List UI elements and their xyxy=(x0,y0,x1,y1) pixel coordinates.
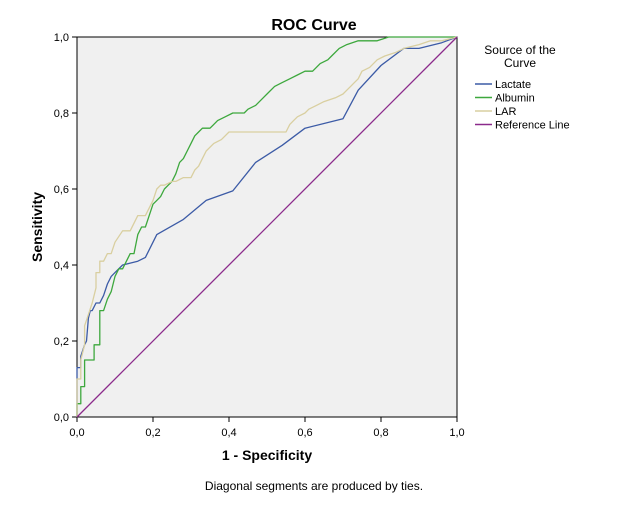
x-axis-title: 1 - Specificity xyxy=(222,447,312,463)
x-tick-label: 0,4 xyxy=(221,427,236,439)
legend-label: Albumin xyxy=(495,93,535,105)
footnote: Diagonal segments are produced by ties. xyxy=(205,479,423,493)
x-tick-label: 0,2 xyxy=(145,427,160,439)
axis-tick-labels: 0,0 0,2 0,4 0,6 0,8 1,0 0,0 0,2 0,4 0,6 0,8 1,0 xyxy=(54,32,465,439)
y-tick-label: 0,0 xyxy=(54,412,69,424)
series-line-reference-line xyxy=(76,36,458,418)
y-tick-label: 0,2 xyxy=(54,336,69,348)
y-tick-label: 0,6 xyxy=(54,184,69,196)
legend-title-line-1: Source of the xyxy=(484,43,556,57)
y-tick-label: 0,4 xyxy=(54,260,69,272)
y-tick-label: 0,8 xyxy=(54,108,69,120)
axis-ticks xyxy=(72,36,458,422)
y-axis-title: Sensitivity xyxy=(29,192,45,262)
x-tick-label: 0,8 xyxy=(373,427,388,439)
x-tick-label: 1,0 xyxy=(449,427,464,439)
chart-title: ROC Curve xyxy=(271,17,356,34)
legend-label: Reference Line xyxy=(495,120,570,132)
legend-title-line-2: Curve xyxy=(504,56,536,70)
series-line-lar xyxy=(76,36,458,417)
x-tick-label: 0,6 xyxy=(297,427,312,439)
legend-label: Lactate xyxy=(495,79,531,91)
series-line-albumin xyxy=(76,36,457,417)
x-tick-label: 0,0 xyxy=(69,427,84,439)
y-tick-label: 1,0 xyxy=(54,32,69,44)
series-layer xyxy=(76,36,458,418)
series-line-lactate xyxy=(76,36,458,417)
legend-label: LAR xyxy=(495,106,516,118)
